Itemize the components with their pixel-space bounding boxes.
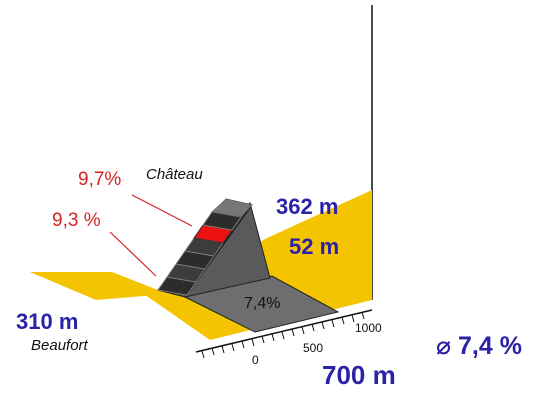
bottom-axis-ticks — [201, 311, 365, 359]
leader-line-lower — [109, 231, 157, 277]
climb-length: 700 m — [322, 360, 396, 390]
axis-tick-0: 0 — [252, 353, 259, 367]
bottom-axis-line — [195, 309, 373, 353]
ramp-step-top — [211, 198, 253, 218]
gradient-label-upper: 9,7% — [78, 169, 122, 190]
start-name: Beaufort — [31, 337, 88, 354]
road-band-left-extension — [30, 272, 168, 300]
leader-line-upper — [131, 194, 193, 227]
axis-tick-1000: 1000 — [355, 321, 382, 335]
climb-height: 52 m — [289, 234, 340, 259]
axis-tick-500: 500 — [303, 341, 324, 355]
average-gradient: ⌀ 7,4 % — [436, 332, 522, 360]
summit-altitude: 362 m — [276, 194, 339, 219]
summit-name: Château — [146, 166, 203, 183]
gradient-label-lower: 9,3 % — [52, 210, 101, 231]
start-altitude: 310 m — [16, 309, 79, 334]
road-gradient-label: 7,4% — [244, 295, 281, 312]
